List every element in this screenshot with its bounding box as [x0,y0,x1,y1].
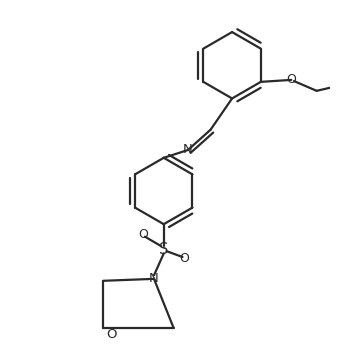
Text: S: S [159,242,168,257]
Text: O: O [138,228,149,241]
Text: N: N [149,272,159,285]
Text: O: O [179,252,189,265]
Text: O: O [106,328,116,341]
Text: O: O [286,74,296,86]
Text: N: N [182,143,192,156]
